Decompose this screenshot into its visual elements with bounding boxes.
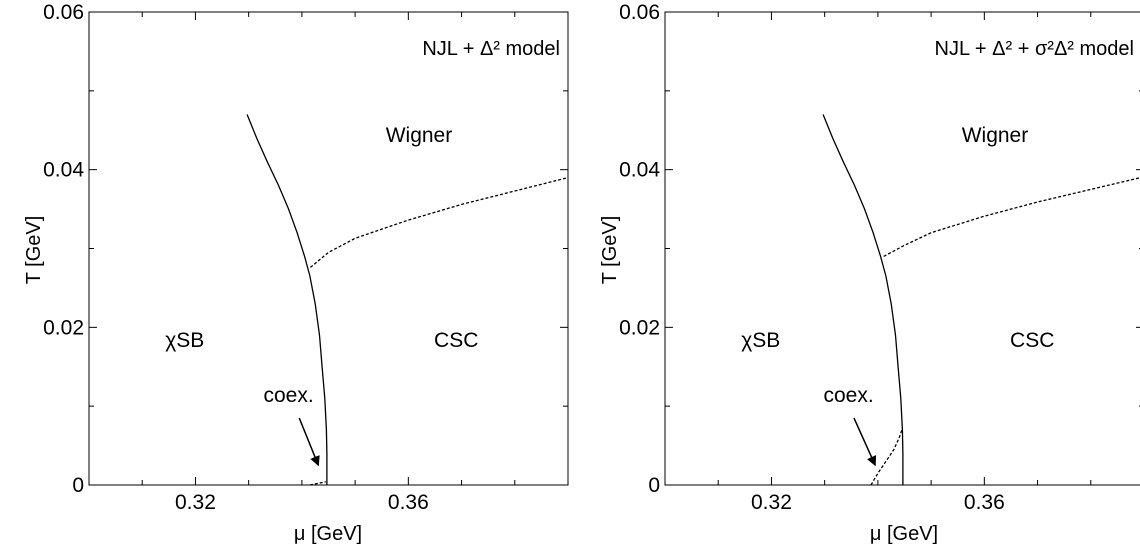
y-axis-label: T [GeV] (23, 216, 45, 285)
left-panel: NJL + Δ² model Wigner χSB CSC coex. 0 0.… (23, 1, 569, 545)
plot-frame (664, 11, 1140, 486)
x-tick-label-032: 0.32 (751, 491, 792, 514)
tick-marks (664, 11, 1140, 486)
y-axis-label: T [GeV] (599, 216, 621, 285)
y-tick-label-002: 0.02 (619, 316, 660, 339)
tick-marks (88, 11, 569, 486)
coex-annotation: coex. (824, 384, 874, 407)
coex-annotation: coex. (263, 384, 313, 407)
region-label-wigner: Wigner (962, 124, 1029, 147)
coex-arrow (853, 417, 877, 467)
y-tick-label-004: 0.04 (43, 159, 84, 182)
y-tick-label-002: 0.02 (43, 316, 84, 339)
x-axis-label: μ [GeV] (294, 523, 362, 545)
dashed-phase-boundary (883, 177, 1140, 257)
x-axis-label: μ [GeV] (870, 523, 938, 545)
dashed-phase-boundary (309, 176, 569, 268)
region-label-csc: CSC (434, 329, 478, 352)
dashed-phase-boundary (309, 481, 326, 486)
x-tick-label-036: 0.36 (388, 491, 429, 514)
y-tick-label-006: 0.06 (619, 1, 660, 24)
region-label-csc: CSC (1010, 329, 1054, 352)
coex-arrow (298, 417, 320, 467)
series-layer (246, 114, 569, 486)
y-tick-label-0: 0 (72, 474, 84, 497)
x-tick-label-032: 0.32 (175, 491, 216, 514)
dashed-phase-boundary (870, 427, 904, 486)
region-label-chisb: χSB (741, 329, 780, 352)
right-panel: NJL + Δ² + σ²Δ² model Wigner χSB CSC coe… (599, 1, 1140, 545)
y-tick-label-0: 0 (648, 474, 660, 497)
region-label-wigner: Wigner (386, 124, 453, 147)
y-tick-label-004: 0.04 (619, 159, 660, 182)
model-label: NJL + Δ² model (422, 38, 560, 60)
y-tick-label-006: 0.06 (43, 1, 84, 24)
solid-phase-boundary (246, 114, 328, 485)
series-layer (822, 114, 1140, 486)
plot-frame (88, 11, 569, 486)
solid-phase-boundary (822, 114, 904, 485)
region-label-chisb: χSB (165, 329, 204, 352)
x-tick-label-036: 0.36 (964, 491, 1005, 514)
model-label: NJL + Δ² + σ²Δ² model (935, 38, 1134, 60)
